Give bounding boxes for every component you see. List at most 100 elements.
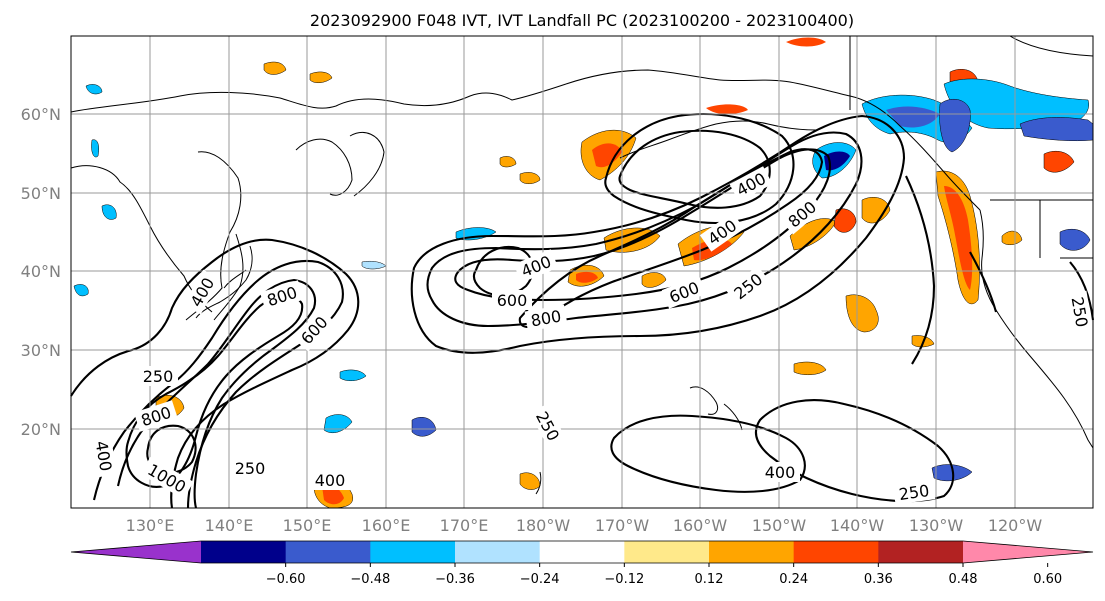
- ivt-contour-800-main: [518, 148, 824, 328]
- colorbar-tick-label: −0.60: [266, 572, 306, 587]
- contour-label-bg: [133, 400, 179, 432]
- pc-patch: [323, 414, 353, 433]
- colorbar-bin: [793, 541, 879, 563]
- contour-label-bg: [138, 366, 178, 386]
- contour-label-bg: [259, 280, 305, 312]
- pc-patch: [944, 186, 973, 290]
- colorbar-tick-label: 0.48: [949, 572, 978, 587]
- pc-patch: [786, 37, 826, 47]
- pc-patch: [499, 156, 517, 168]
- pc-patch: [339, 369, 367, 381]
- map-frame: [70, 35, 1094, 509]
- colorbar-bin: [201, 541, 287, 563]
- pc-patch: [706, 104, 748, 115]
- lat-label-50n: 50°N: [21, 184, 61, 203]
- colorbar-tick-label: 0.24: [779, 572, 808, 587]
- colorbar-tick-label: 0.60: [1033, 572, 1062, 587]
- contour-label-bg: [140, 456, 194, 500]
- ivt-contours: [70, 113, 1095, 509]
- contour-label-bg: [780, 193, 824, 235]
- contour-label-bg: [183, 269, 221, 315]
- pc-patch: [592, 143, 622, 168]
- lat-label-20n: 20°N: [21, 420, 61, 439]
- pc-patch: [519, 172, 541, 184]
- pc-patch: [793, 361, 827, 375]
- colorbar-tick-label: −0.48: [350, 572, 390, 587]
- colorbar-tick-label: −0.12: [604, 572, 644, 587]
- colorbar-bin: [624, 541, 710, 563]
- coastline-alaska: [565, 69, 981, 211]
- lat-label-40n: 40°N: [21, 262, 61, 281]
- us-canada-border: [849, 35, 1094, 259]
- lon-label-180w: 180°W: [516, 516, 571, 535]
- colorbar-bin: [370, 541, 456, 563]
- colorbar: −0.60 −0.48 −0.36 −0.24 −0.12 0.12 0.24 0.36 0.4…: [70, 540, 1094, 587]
- lon-label-170w: 170°W: [595, 516, 650, 535]
- contour-label-bg: [230, 458, 270, 478]
- ivt-contour-600-loop: [472, 246, 535, 297]
- pc-patch: [85, 84, 103, 95]
- map-panel: 400 400 800 400 600 800 600 250 800 600 …: [70, 35, 1095, 509]
- contour-label-bg: [293, 308, 335, 352]
- pc-patch: [861, 197, 891, 224]
- lon-label-170e: 170°E: [440, 516, 489, 535]
- contour-label-bg: [729, 166, 773, 202]
- lon-label-130e: 130°E: [126, 516, 175, 535]
- lat-label-60n: 60°N: [21, 105, 61, 124]
- contour-label-bg: [892, 479, 936, 505]
- pc-patch: [943, 78, 1090, 130]
- colorbar-outline: [70, 540, 1094, 564]
- pc-patch: [1019, 117, 1094, 142]
- contour-label-bg: [760, 462, 800, 482]
- lon-label-140w: 140°W: [830, 516, 885, 535]
- contour-label-400: 400: [765, 463, 796, 482]
- contour-label-bg: [310, 470, 350, 490]
- contour-label-250: 250: [235, 459, 266, 478]
- contour-label-250: 250: [143, 367, 174, 386]
- ivt-contour-250-alaska: [604, 113, 795, 225]
- lon-label-120w: 120°W: [988, 516, 1043, 535]
- lon-label-140e: 140°E: [205, 516, 254, 535]
- ivt-contour-250-main: [410, 114, 906, 354]
- pc-patch: [263, 61, 287, 75]
- pc-patch: [641, 272, 667, 288]
- latitude-axis: 60°N 50°N 40°N 30°N 20°N: [21, 105, 61, 439]
- contour-label-bg: [726, 265, 770, 307]
- contour-label-bg: [524, 304, 568, 332]
- lon-label-160w: 160°W: [673, 516, 728, 535]
- contour-label-250: 250: [898, 481, 931, 504]
- colorbar-extend-max: [963, 541, 1093, 563]
- ivt-contour-250-se: [754, 399, 955, 503]
- longitude-axis: 130°E 140°E 150°E 160°E 170°E 180°W 170°…: [126, 516, 1043, 535]
- pc-patch: [1059, 229, 1091, 251]
- map-gridlines: [71, 36, 1093, 508]
- contour-label-bg: [661, 275, 707, 309]
- ivt-contour-600-west: [116, 278, 316, 509]
- coastline-pacific-islands: [535, 386, 743, 495]
- pc-patch: [845, 294, 879, 333]
- colorbar-bin: [285, 541, 371, 563]
- figure-title: 2023092900 F048 IVT, IVT Landfall PC (20…: [310, 11, 854, 30]
- lon-label-160e: 160°E: [362, 516, 411, 535]
- pc-patch: [101, 204, 117, 220]
- lon-label-150e: 150°E: [283, 516, 332, 535]
- contour-label-bg: [513, 249, 559, 283]
- contour-label-bg: [492, 290, 532, 310]
- ivt-contour-800-west: [125, 294, 304, 488]
- ivt-contour-600-main: [454, 148, 832, 302]
- pc-patch: [833, 208, 857, 233]
- colorbar-bin: [709, 541, 795, 563]
- pc-patch: [576, 271, 598, 283]
- pc-patch: [91, 139, 99, 158]
- colorbar-tick-label: 0.36: [864, 572, 893, 587]
- pc-patch: [73, 284, 89, 297]
- colorbar-segments: [70, 540, 1094, 564]
- lon-label-130w: 130°W: [909, 516, 964, 535]
- contour-label-bg: [1066, 290, 1094, 334]
- ivt-contour-250-eastcoast: [905, 175, 998, 365]
- colorbar-bin: [539, 541, 625, 563]
- contour-label-bg: [699, 212, 745, 252]
- colorbar-extend-min: [71, 541, 201, 563]
- pc-patch: [886, 106, 940, 128]
